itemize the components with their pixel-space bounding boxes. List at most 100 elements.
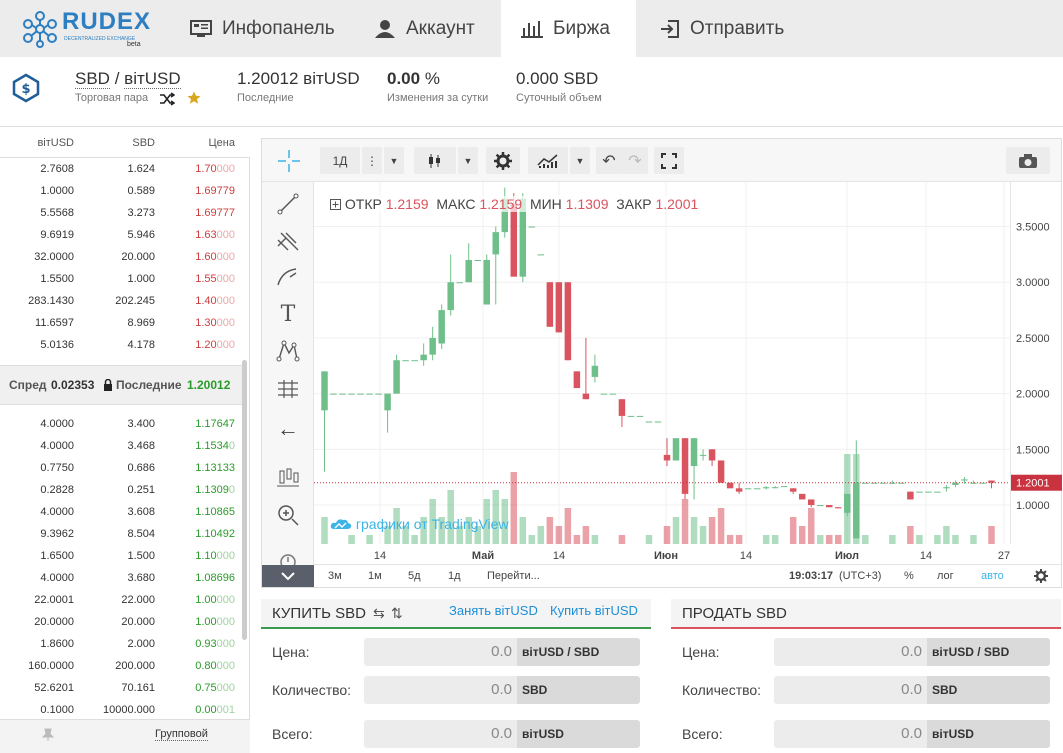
range-1d[interactable]: 1д <box>448 570 461 582</box>
price-axis[interactable]: 1.0000 1.5000 2.0000 2.5000 3.0000 3.5000 1.20… <box>1010 182 1062 544</box>
zoom-in-icon[interactable] <box>270 500 306 530</box>
order-price-trailing: 000 <box>216 660 235 672</box>
pair-base[interactable]: SBD <box>75 69 110 89</box>
trading-pair[interactable]: SBD / вітUSD <box>75 69 181 89</box>
order-row[interactable]: 32.0000 20.000 1.60000 <box>0 247 240 269</box>
buy-price-input[interactable]: 0.0 <box>364 638 517 666</box>
tab-send[interactable]: Отправить <box>660 0 810 57</box>
candles-icon[interactable] <box>414 147 456 174</box>
order-row[interactable]: 1.0000 0.589 1.69779 <box>0 181 240 203</box>
order-row[interactable]: 4.0000 3.608 1.10865 <box>0 502 240 524</box>
order-price-significant: 0.80 <box>195 660 217 672</box>
chart-plot-area[interactable]: ОТКР 1.2159 МАКС 1.2159 МИН 1.1309 ЗАКР … <box>314 182 1010 544</box>
volume-bar <box>988 526 995 544</box>
order-row[interactable]: 52.6201 70.161 0.75000 <box>0 678 240 700</box>
screenshot-camera-icon[interactable] <box>1006 147 1050 174</box>
time-axis[interactable]: 14 Май 14 Июн 14 Июл 14 27 <box>314 544 1061 564</box>
tab-exchange[interactable]: Биржа <box>501 0 636 57</box>
range-3m[interactable]: 3м <box>328 570 342 582</box>
order-row[interactable]: 5.0136 4.178 1.20000 <box>0 335 240 357</box>
buy-total-input[interactable]: 0.0 <box>364 720 517 748</box>
trend-line-icon[interactable] <box>270 189 306 219</box>
tab-account[interactable]: Аккаунт <box>374 0 504 57</box>
order-book-header: вітUSD SBD Цена <box>0 128 250 158</box>
candle-body <box>988 480 995 483</box>
percent-toggle[interactable]: % <box>904 570 914 582</box>
candle-body <box>384 393 391 411</box>
buy-amount-input[interactable]: 0.0 <box>364 676 517 704</box>
order-quote-amount: 0.1000 <box>40 704 74 716</box>
sort-icon[interactable]: ⇅ <box>391 605 403 621</box>
order-row[interactable]: 4.0000 3.468 1.15340 <box>0 436 240 458</box>
candle-body <box>348 393 355 395</box>
goto-date-button[interactable]: Перейти... <box>487 570 540 582</box>
order-quote-amount: 52.6201 <box>34 682 74 694</box>
indicators-icon[interactable] <box>528 147 568 174</box>
change-24h: 0.00 % <box>387 69 440 89</box>
order-row[interactable]: 1.5500 1.000 1.55000 <box>0 269 240 291</box>
timezone[interactable]: (UTC+3) <box>839 570 882 582</box>
undo-icon[interactable]: ↶ <box>596 147 622 174</box>
pattern-icon[interactable] <box>270 336 306 366</box>
order-row[interactable]: 1.6500 1.500 1.10000 <box>0 546 240 568</box>
order-row[interactable]: 5.5568 3.273 1.69777 <box>0 203 240 225</box>
candle-body <box>780 486 788 488</box>
group-orders-toggle[interactable]: Групповой <box>155 728 208 741</box>
order-row[interactable]: 0.2828 0.251 1.13090 <box>0 480 240 502</box>
fullscreen-icon[interactable] <box>654 147 684 174</box>
crosshair-icon[interactable] <box>276 148 302 174</box>
volume-bar <box>771 535 779 544</box>
order-row[interactable]: 2.7608 1.624 1.70000 <box>0 159 240 181</box>
text-tool-icon[interactable]: T <box>280 301 296 327</box>
order-row[interactable]: 22.0001 22.000 1.00000 <box>0 590 240 612</box>
log-toggle[interactable]: лог <box>937 570 954 582</box>
order-row[interactable]: 11.6597 8.969 1.30000 <box>0 313 240 335</box>
pair-quote[interactable]: вітUSD <box>124 69 181 89</box>
swap-pair-icon[interactable] <box>159 92 175 106</box>
order-row[interactable]: 9.3962 8.504 1.10492 <box>0 524 240 546</box>
chart-toolbar: 1Д ⋮ ▼ ▼ ▼ ↶ ↷ <box>262 139 1061 182</box>
order-row[interactable]: 283.1430 202.245 1.40000 <box>0 291 240 313</box>
favorite-star-icon[interactable] <box>187 91 201 105</box>
chart-settings-icon[interactable] <box>1034 569 1048 583</box>
range-1m[interactable]: 1м <box>368 570 382 582</box>
rudex-logo[interactable]: RUDEX DECENTRALIZED EXCHANGE beta <box>20 6 180 52</box>
arrow-left-icon[interactable]: ← <box>277 416 299 441</box>
settings-gear-icon[interactable] <box>486 147 520 174</box>
order-row[interactable]: 0.7750 0.686 1.13133 <box>0 458 240 480</box>
interval-dropdown-icon[interactable]: ▼ <box>384 147 404 174</box>
more-icon[interactable]: ⋮ <box>362 147 382 174</box>
candle-body <box>474 259 481 261</box>
tradingview-attribution[interactable]: графики от TradingView <box>330 516 509 532</box>
measure-icon[interactable] <box>270 374 306 404</box>
order-row[interactable]: 4.0000 3.680 1.08696 <box>0 568 240 590</box>
order-row[interactable]: 20.0000 20.000 1.00000 <box>0 612 240 634</box>
buy-quote-link[interactable]: Купить вітUSD <box>550 603 638 618</box>
order-row[interactable]: 4.0000 3.400 1.17647 <box>0 414 240 436</box>
sell-total-input[interactable]: 0.0 <box>774 720 927 748</box>
redo-icon[interactable]: ↷ <box>622 147 648 174</box>
pitchfork-icon[interactable] <box>270 225 306 255</box>
order-row[interactable]: 1.8600 2.000 0.93000 <box>0 634 240 656</box>
collapse-tools-icon[interactable] <box>262 565 314 587</box>
borrow-link[interactable]: Занять вітUSD <box>449 603 538 618</box>
indicators-dropdown-icon[interactable]: ▼ <box>570 147 590 174</box>
order-row[interactable]: 160.0000 200.000 0.80000 <box>0 656 240 678</box>
chart-type-dropdown-icon[interactable]: ▼ <box>458 147 478 174</box>
swap-icon[interactable]: ⇆ <box>373 605 385 621</box>
order-price-significant: 1.1534 <box>195 440 229 452</box>
order-book-scrollbar[interactable] <box>242 360 247 640</box>
tab-dashboard[interactable]: Инфопанель <box>190 0 340 57</box>
auto-toggle[interactable]: авто <box>981 570 1004 582</box>
market-asset-icon[interactable]: $ <box>11 73 41 103</box>
pin-icon[interactable] <box>42 728 54 742</box>
sell-price-input[interactable]: 0.0 <box>774 638 927 666</box>
interval-button[interactable]: 1Д <box>320 147 360 174</box>
order-row[interactable]: 0.1000 10000.000 0.00001 <box>0 700 240 722</box>
candle-tool-icon[interactable] <box>270 462 306 492</box>
range-5d[interactable]: 5д <box>408 570 421 582</box>
sell-amount-input[interactable]: 0.0 <box>774 676 927 704</box>
order-row[interactable]: 9.6919 5.946 1.63000 <box>0 225 240 247</box>
add-compare-icon[interactable] <box>330 199 341 210</box>
brush-icon[interactable] <box>270 262 306 292</box>
